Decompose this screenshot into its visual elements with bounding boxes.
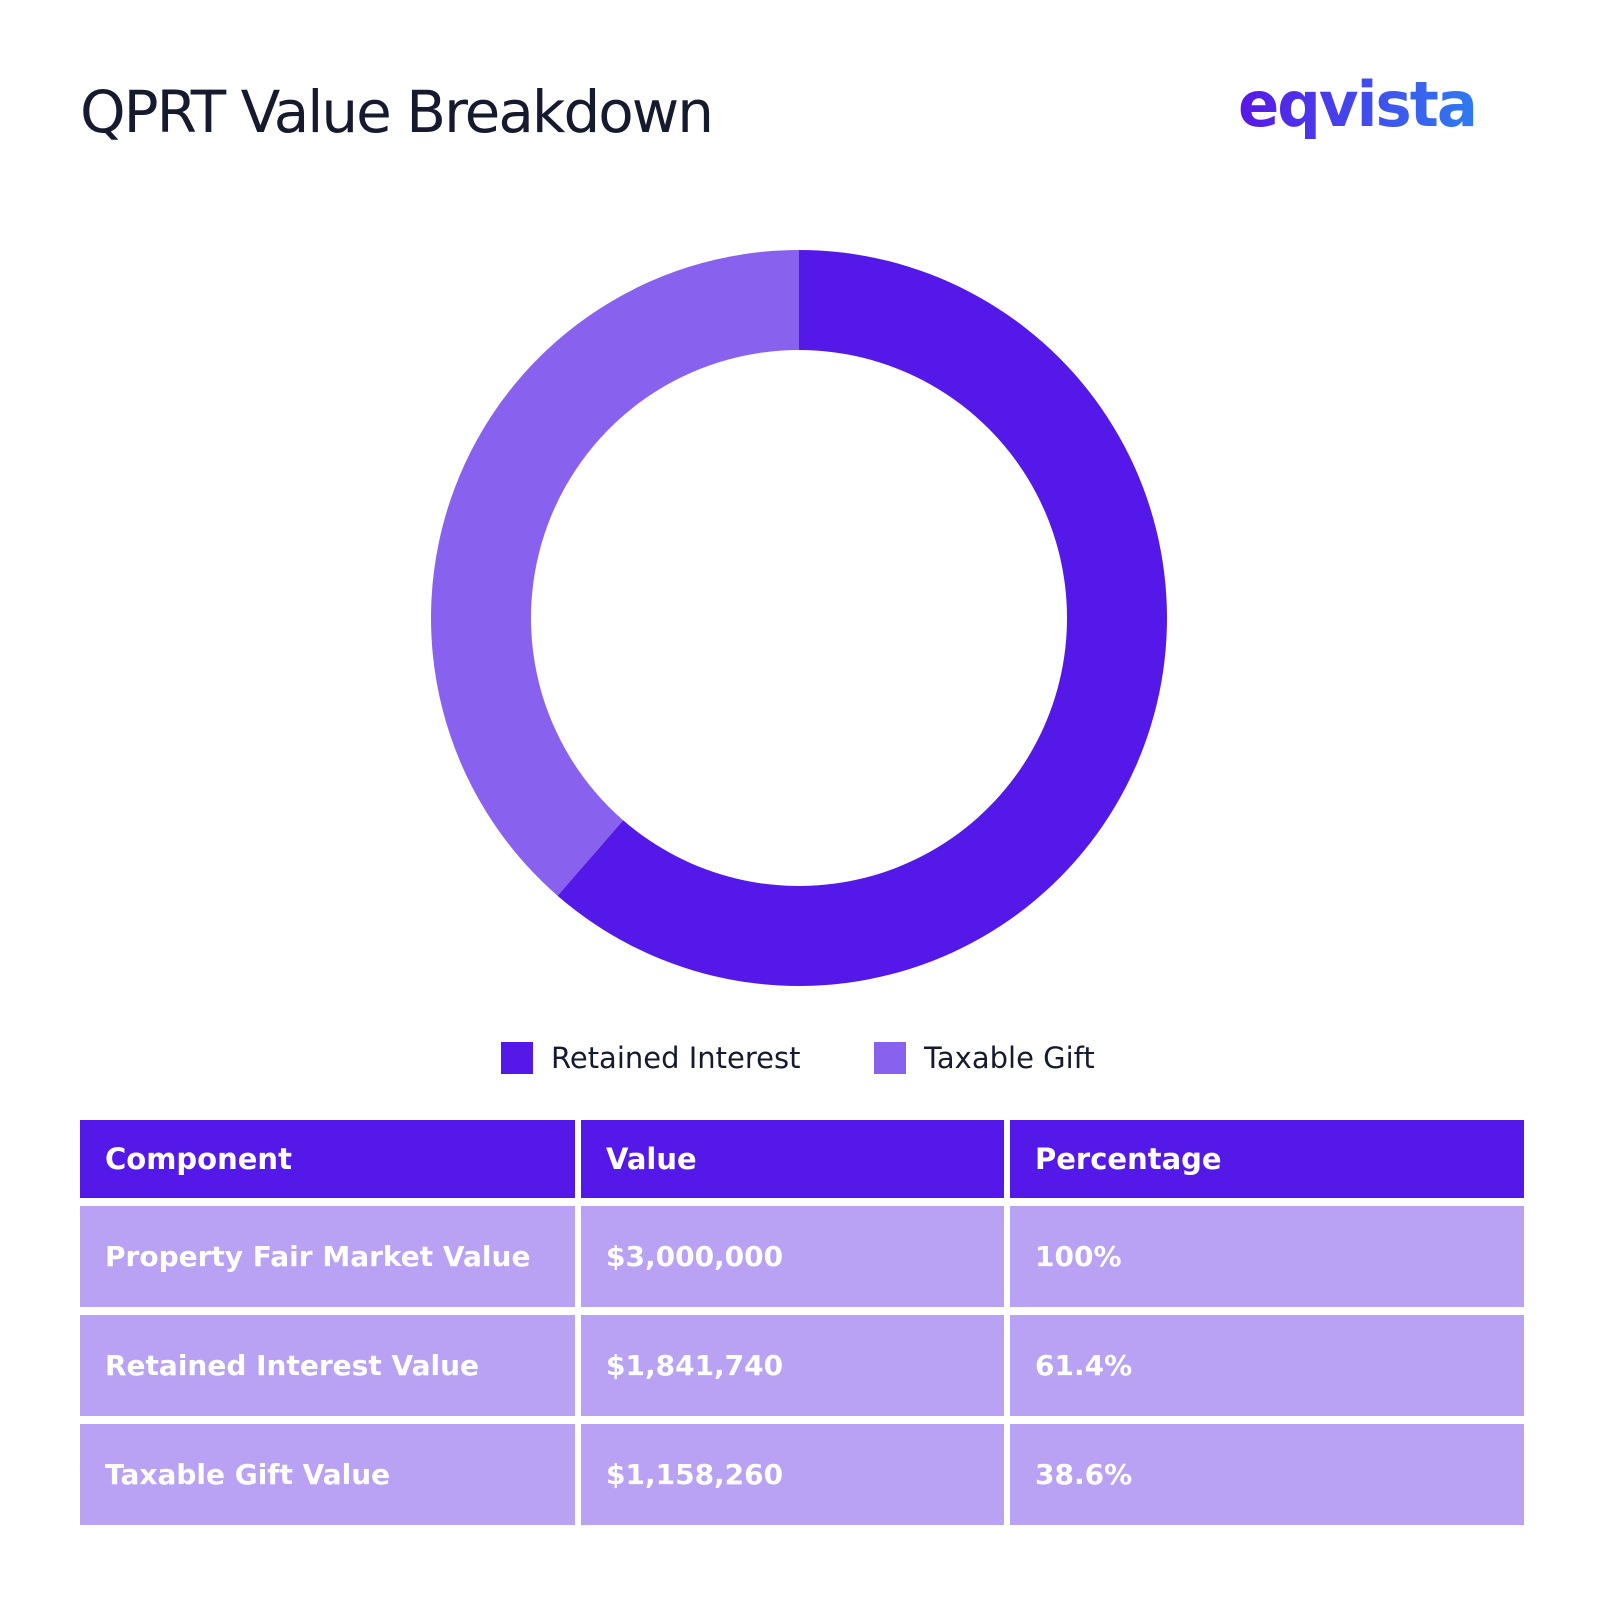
legend-label-retained: Retained Interest xyxy=(551,1041,801,1075)
legend-item-taxable-gift: Taxable Gift xyxy=(874,1040,1095,1076)
cell-component: Taxable Gift Value xyxy=(80,1424,575,1525)
table-header-row: Component Value Percentage xyxy=(80,1120,1524,1198)
svg-text:eqvista: eqvista xyxy=(1238,70,1476,141)
legend-swatch-gift xyxy=(874,1042,906,1074)
cell-percentage: 38.6% xyxy=(1010,1424,1524,1525)
table-row: Retained Interest Value $1,841,740 61.4% xyxy=(80,1315,1524,1416)
legend-label-gift: Taxable Gift xyxy=(924,1041,1095,1075)
value-breakdown-table: Component Value Percentage Property Fair… xyxy=(80,1120,1524,1525)
chart-legend: Retained Interest Taxable Gift xyxy=(0,1040,1598,1076)
donut-slice-taxable-gift xyxy=(431,250,799,896)
cell-component: Property Fair Market Value xyxy=(80,1206,575,1307)
cell-value: $1,158,260 xyxy=(581,1424,1004,1525)
cell-value: $1,841,740 xyxy=(581,1315,1004,1416)
legend-swatch-retained xyxy=(501,1042,533,1074)
eqvista-logo: eqvista xyxy=(1238,70,1488,150)
table-row: Taxable Gift Value $1,158,260 38.6% xyxy=(80,1424,1524,1525)
cell-percentage: 61.4% xyxy=(1010,1315,1524,1416)
table-row: Property Fair Market Value $3,000,000 10… xyxy=(80,1206,1524,1307)
header-component: Component xyxy=(80,1120,575,1198)
donut-chart xyxy=(431,250,1167,986)
cell-value: $3,000,000 xyxy=(581,1206,1004,1307)
header-percentage: Percentage xyxy=(1010,1120,1524,1198)
donut-slice-retained-interest xyxy=(557,250,1167,986)
cell-percentage: 100% xyxy=(1010,1206,1524,1307)
page-title: QPRT Value Breakdown xyxy=(80,78,714,146)
legend-item-retained-interest: Retained Interest xyxy=(501,1040,801,1076)
cell-component: Retained Interest Value xyxy=(80,1315,575,1416)
header-value: Value xyxy=(581,1120,1004,1198)
